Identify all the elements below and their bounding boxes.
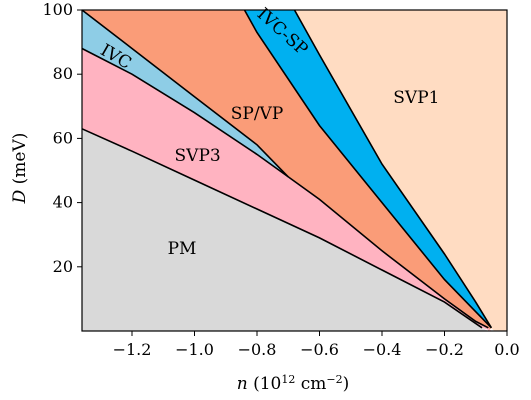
region-ivc [82, 10, 289, 177]
boundary-ivc-sp-svp1 [293, 9, 493, 329]
boundary-sp-vp-ivc-sp [243, 9, 492, 329]
x-tick-label: −1.2 [113, 340, 152, 359]
boundary-ivc-sp-vp [81, 9, 289, 178]
y-axis-label: D (meV) [10, 133, 30, 205]
region-sp-vp [82, 10, 492, 331]
boundary-svp3-ivc [81, 47, 289, 178]
region-label-pm: PM [168, 239, 197, 259]
x-tick-label: −1.0 [175, 340, 214, 359]
x-tick-label: −0.2 [425, 340, 464, 359]
y-tick-label: 40 [53, 193, 73, 212]
region-label-svp1: SVP1 [393, 88, 439, 108]
y-tick-label: 20 [53, 257, 73, 276]
plot-frame [81, 9, 508, 332]
x-tick-label: 0.0 [494, 340, 519, 359]
y-tick-label: 60 [53, 128, 73, 147]
x-tick-label: −0.6 [300, 340, 339, 359]
region-pm [82, 128, 489, 331]
region-label-svp3: SVP3 [175, 146, 221, 166]
x-tick-label: −0.8 [238, 340, 277, 359]
region-label-sp-vp: SP/VP [231, 104, 284, 124]
x-axis-label: n (1012 cm−2) [237, 373, 350, 395]
axes: −1.2 −1.0 −0.8 −0.6 −0.4 −0.2 0.0 20 40 60 80 100 [42, 0, 519, 359]
y-tick-label: 80 [53, 64, 73, 83]
region-ivc-sp [244, 10, 492, 328]
x-tick-label: −0.4 [363, 340, 402, 359]
boundary-svp3-sp-vp [287, 176, 489, 329]
region-svp3 [82, 48, 492, 331]
boundary-pm-svp3 [81, 128, 483, 329]
y-tick-label: 100 [42, 0, 73, 19]
plot-area [81, 9, 507, 331]
